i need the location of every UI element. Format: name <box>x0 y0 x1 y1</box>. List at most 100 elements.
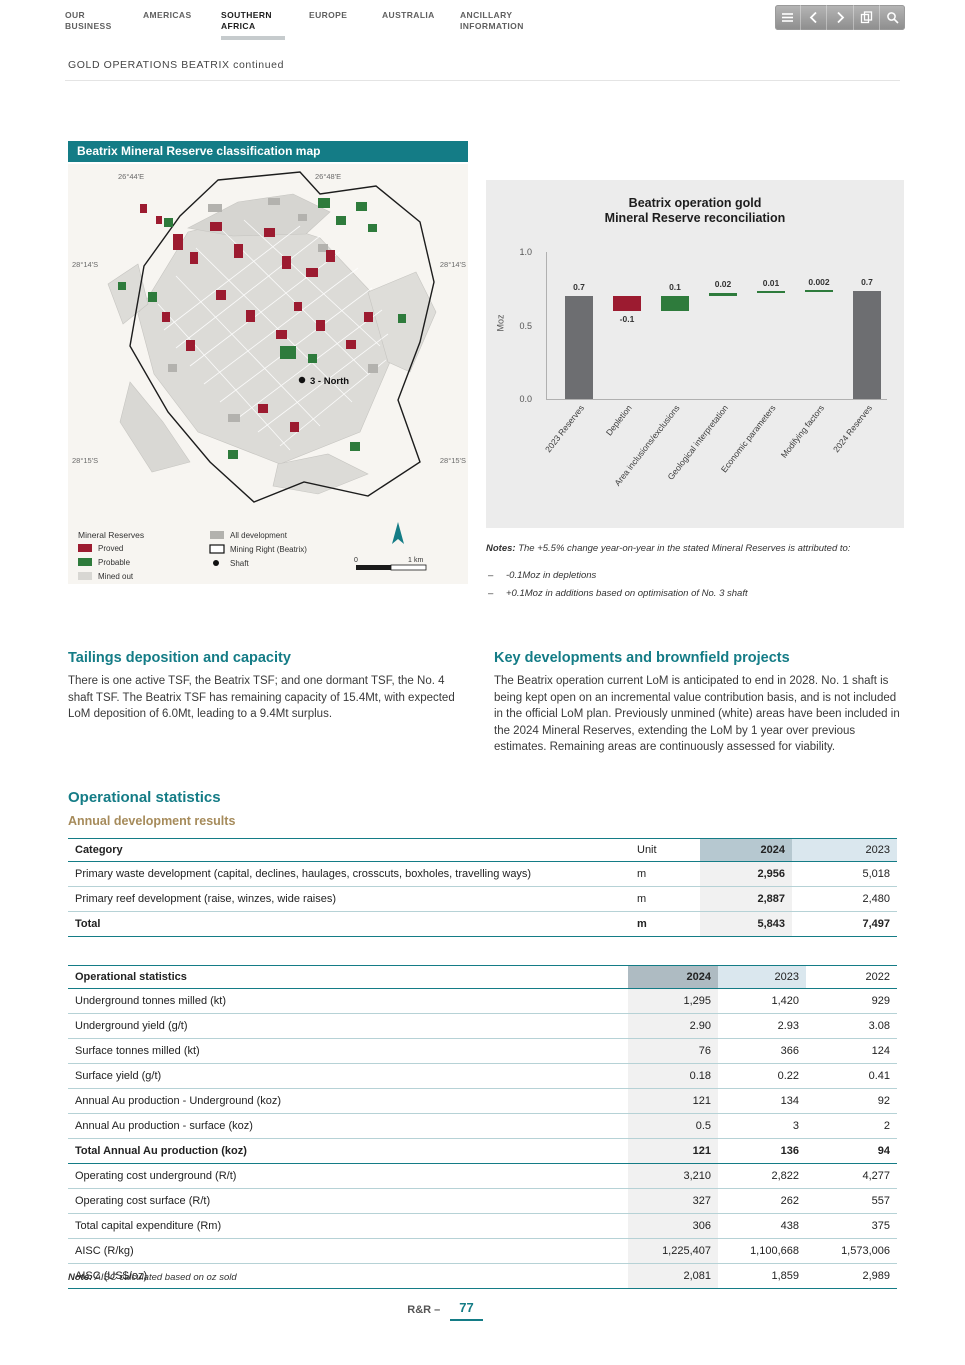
dev-header-2024: 2024 <box>700 838 792 862</box>
page-number: 77 <box>450 1300 483 1321</box>
ops-cell-label: Annual Au production - Underground (koz) <box>68 1088 628 1114</box>
ops-header-2024: 2024 <box>628 965 718 989</box>
nav-item-southern-africa[interactable]: SOUTHERN AFRICA <box>221 10 291 40</box>
developments-body: The Beatrix operation current LoM is ant… <box>494 675 900 753</box>
viewer-toolbar <box>775 5 905 30</box>
pages-icon[interactable] <box>852 5 879 30</box>
proved-reserve-patches <box>140 204 373 432</box>
ops-cell-y24: 121 <box>628 1138 718 1164</box>
search-icon[interactable] <box>878 5 905 30</box>
ops-cell-label: Operating cost underground (R/t) <box>68 1163 628 1189</box>
developments-heading: Key developments and brownfield projects <box>494 650 790 666</box>
chevron-right-icon[interactable] <box>826 5 852 30</box>
nav-item-ancillary-information[interactable]: ANCILLARY INFORMATION <box>460 10 524 31</box>
ops-cell-y24: 1,295 <box>628 988 718 1014</box>
shaft-marker <box>298 376 306 384</box>
tailings-body: There is one active TSF, the Beatrix TSF… <box>68 675 455 720</box>
ops-cell-y22: 2 <box>806 1113 897 1139</box>
ops-header-label: Operational statistics <box>68 965 628 989</box>
chart-bar-4 <box>757 291 785 294</box>
ops-cell-y23: 3 <box>718 1113 806 1139</box>
aisc-note-label: Note: <box>68 1272 93 1283</box>
ops-cell-y23: 2.93 <box>718 1013 806 1039</box>
dev-header-unit: Unit <box>630 838 700 862</box>
dev-cell-cat: Primary reef development (raise, winzes,… <box>68 886 630 912</box>
ops-cell-y24: 1,225,407 <box>628 1238 718 1264</box>
ops-table-row: Underground tonnes milled (kt) 1,295 1,420… <box>68 988 897 1014</box>
ops-cell-y22: 0.41 <box>806 1063 897 1089</box>
ops-cell-y22: 557 <box>806 1188 897 1214</box>
dev-table-row: Primary waste development (capital, decl… <box>68 861 897 887</box>
ops-cell-label: AISC (US$/oz) <box>68 1263 628 1289</box>
ops-cell-y24: 2.90 <box>628 1013 718 1039</box>
ops-header-2023: 2023 <box>718 965 806 989</box>
ops-cell-y22: 94 <box>806 1138 897 1164</box>
chart-value-label: -0.1 <box>619 313 635 324</box>
ops-table-row: Operating cost underground (R/t) 3,210 2,8… <box>68 1163 897 1189</box>
dev-cell-unit: m <box>630 886 700 912</box>
ops-cell-y23: 438 <box>718 1213 806 1239</box>
legend-all-development: All development <box>230 531 288 540</box>
aisc-note-text: AISC calculated based on oz sold <box>92 1272 237 1283</box>
coord-top-right: 26°48'E <box>315 172 341 181</box>
ops-cell-y23: 1,420 <box>718 988 806 1014</box>
chevron-left-icon[interactable] <box>800 5 826 30</box>
dev-table-row: Total m 5,843 7,497 <box>68 911 897 937</box>
nav-item-australia[interactable]: AUSTRALIA <box>382 10 435 20</box>
dev-table-row: Primary reef development (raise, winzes,… <box>68 886 897 912</box>
chart-bar-1 <box>613 296 641 311</box>
chart-y-tick: 0.0 <box>519 394 532 404</box>
note-item: – -0.1Moz in depletions <box>488 570 906 581</box>
chart-value-label: 0.02 <box>714 279 732 290</box>
dev-cell-cat: Primary waste development (capital, decl… <box>68 861 630 887</box>
ops-cell-label: Total Annual Au production (koz) <box>68 1138 628 1164</box>
ops-table-row: Annual Au production - Underground (koz)… <box>68 1088 897 1114</box>
operational-statistics-heading: Operational statistics <box>68 789 221 806</box>
chart-category-label: Economic parameters <box>719 403 778 475</box>
reserve-reconciliation-chart: Beatrix operation gold Mineral Reserve r… <box>486 180 904 528</box>
page-footer: R&R – 77 <box>0 1300 890 1321</box>
chart-bar-5 <box>805 289 833 292</box>
menu-icon[interactable] <box>775 5 800 30</box>
map-title-bar: Beatrix Mineral Reserve classification m… <box>68 141 468 162</box>
ops-cell-y22: 124 <box>806 1038 897 1064</box>
dev-cell-unit: m <box>630 911 700 937</box>
legend-probable: Probable <box>98 558 131 567</box>
ops-cell-y23: 1,859 <box>718 1263 806 1289</box>
chart-bar-2 <box>661 296 689 311</box>
mining-right-boundary <box>129 171 435 503</box>
chart-x-labels: 2023 Reserves Depletion Area inclusions/ex… <box>543 403 886 528</box>
chart-title-line2: Mineral Reserve reconciliation <box>604 211 786 225</box>
ops-table-row: Surface tonnes milled (kt) 76 366 124 <box>68 1038 897 1064</box>
north-arrow-icon <box>392 522 404 544</box>
notes-text: The +5.5% change year-on-year in the sta… <box>515 543 851 554</box>
ops-cell-y24: 0.18 <box>628 1063 718 1089</box>
ops-cell-label: Surface tonnes milled (kt) <box>68 1038 628 1064</box>
ops-cell-y22: 92 <box>806 1088 897 1114</box>
all-development-swatch <box>210 531 224 539</box>
chart-value-label: 0.002 <box>808 277 830 288</box>
ops-cell-y22: 375 <box>806 1213 897 1239</box>
ops-cell-y24: 76 <box>628 1038 718 1064</box>
nav-item-americas[interactable]: AMERICAS <box>143 10 192 20</box>
aisc-note: Note: AISC calculated based on oz sold <box>68 1272 237 1283</box>
chart-notes: Notes: The +5.5% change year-on-year in … <box>486 542 906 555</box>
shaft-label: 3 - North <box>310 376 349 387</box>
legend-mining-right: Mining Right (Beatrix) <box>230 545 307 554</box>
dev-cell-y23: 7,497 <box>792 911 897 937</box>
note-text: -0.1Moz in depletions <box>506 570 597 581</box>
annual-development-subheading: Annual development results <box>68 814 236 828</box>
ops-cell-label: AISC (R/kg) <box>68 1238 628 1264</box>
scale-bar: 0 1 km <box>354 557 427 571</box>
mining-right-swatch <box>209 544 225 554</box>
ops-table-row: Total capital expenditure (Rm) 306 438 375 <box>68 1213 897 1239</box>
ops-cell-label: Underground tonnes milled (kt) <box>68 988 628 1014</box>
chart-y-tick: 1.0 <box>519 247 532 257</box>
ops-table-row: Annual Au production - surface (koz) 0.5 3… <box>68 1113 897 1139</box>
chart-title-line1: Beatrix operation gold <box>628 196 762 210</box>
nav-item-europe[interactable]: EUROPE <box>309 10 348 20</box>
nav-item-our-business[interactable]: OUR BUSINESS <box>65 10 112 31</box>
ops-cell-y24: 121 <box>628 1088 718 1114</box>
ops-cell-y23: 366 <box>718 1038 806 1064</box>
coord-mid-right: 28°14'S <box>440 260 466 269</box>
